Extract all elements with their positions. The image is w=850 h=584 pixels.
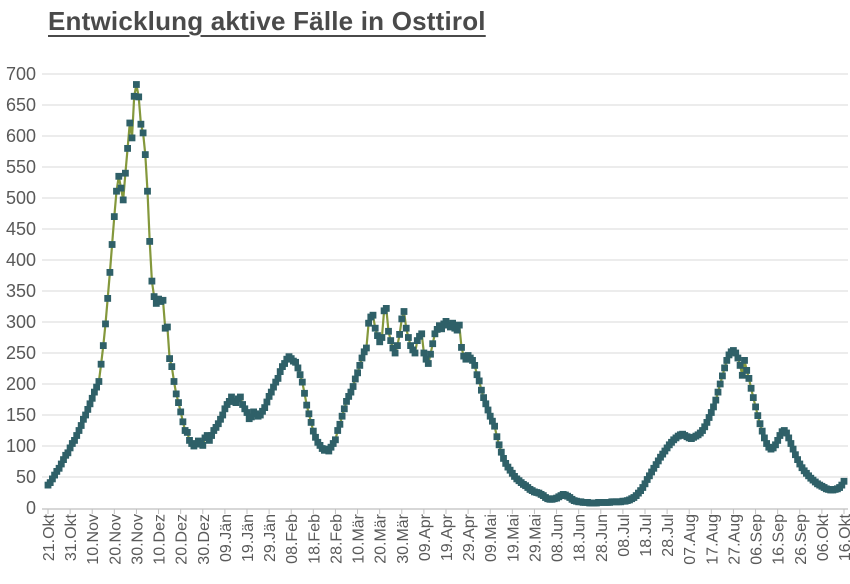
- y-tick-label: 100: [6, 436, 36, 456]
- y-tick-label: 50: [16, 467, 36, 487]
- x-tick-label: 09.Apr: [417, 513, 434, 561]
- x-tick-label: 10.Mär: [351, 513, 368, 563]
- series-markers: [44, 81, 848, 507]
- series-line: [47, 83, 845, 505]
- y-axis-labels: 0 50 100 150 200 250 300 350 400 450 500 550 600 650 7…: [6, 64, 36, 518]
- x-tick-label: 20.Dez: [174, 514, 191, 565]
- x-tick-label: 16.Sep: [771, 514, 788, 565]
- x-tick-label: 18.Feb: [306, 514, 323, 564]
- x-tick-label: 28.Jul: [660, 514, 677, 557]
- x-tick-label: 30.Nov: [129, 514, 146, 565]
- gridlines: [42, 73, 848, 478]
- x-tick-label: 29.Apr: [461, 513, 478, 561]
- x-tick-label: 09.Jän: [218, 514, 235, 562]
- x-tick-label: 27.Aug: [726, 514, 743, 565]
- x-tick-label: 20.Nov: [107, 514, 124, 565]
- x-tick-label: 08.Jun: [550, 514, 567, 562]
- x-tick-label: 26.Sep: [793, 514, 810, 565]
- x-tick-label: 09.Mai: [483, 514, 500, 562]
- y-tick-label: 400: [6, 250, 36, 270]
- y-tick-label: 500: [6, 188, 36, 208]
- x-tick-label: 19.Jän: [240, 514, 257, 562]
- y-tick-label: 350: [6, 281, 36, 301]
- y-tick-label: 300: [6, 312, 36, 332]
- x-tick-label: 06.Okt: [815, 513, 832, 561]
- y-tick-label: 0: [26, 498, 36, 518]
- x-tick-label: 30.Mär: [395, 513, 412, 563]
- x-tick-label: 08.Feb: [284, 514, 301, 564]
- y-tick-label: 700: [6, 64, 36, 84]
- x-tick-label: 06.Sep: [749, 514, 766, 565]
- y-tick-label: 150: [6, 405, 36, 425]
- x-tick-label: 21.Okt: [41, 513, 58, 561]
- y-tick-label: 250: [6, 343, 36, 363]
- x-tick-label: 08.Jul: [616, 514, 633, 557]
- x-tick-label: 16.Okt: [837, 513, 850, 561]
- x-tick-label: 31.Okt: [63, 513, 80, 561]
- y-tick-label: 200: [6, 374, 36, 394]
- x-tick-label: 29.Mai: [527, 514, 544, 562]
- x-tick-label: 10.Nov: [85, 514, 102, 565]
- y-tick-label: 550: [6, 157, 36, 177]
- x-tick-label: 28.Jun: [594, 514, 611, 562]
- x-tick-label: 19.Apr: [439, 513, 456, 561]
- chart-title: Entwicklung aktive Fälle in Osttirol: [48, 6, 486, 36]
- x-tick-label: 18.Jun: [572, 514, 589, 562]
- x-tick-label: 20.Mär: [373, 513, 390, 563]
- x-tick-label: 29.Jän: [262, 514, 279, 562]
- y-tick-label: 450: [6, 219, 36, 239]
- x-tick-label: 19.Mai: [505, 514, 522, 562]
- x-tick-label: 10.Dez: [152, 514, 169, 565]
- x-tick-label: 18.Jul: [638, 514, 655, 557]
- x-tick-label: 07.Aug: [682, 514, 699, 565]
- x-axis: [42, 508, 848, 514]
- x-tick-label: 17.Aug: [704, 514, 721, 565]
- x-axis-labels: 21.Okt 31.Okt 10.Nov 20.Nov 30.Nov 10.Dez 20.D…: [41, 513, 850, 564]
- y-tick-label: 650: [6, 95, 36, 115]
- x-tick-label: 30.Dez: [196, 514, 213, 565]
- x-tick-label: 28.Feb: [328, 514, 345, 564]
- y-tick-label: 600: [6, 126, 36, 146]
